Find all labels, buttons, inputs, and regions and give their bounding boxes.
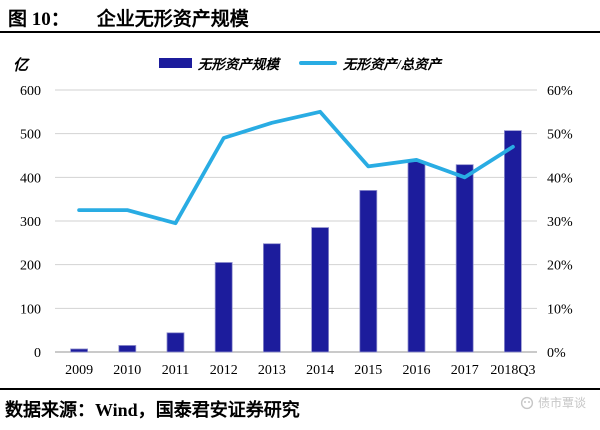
x-axis-tick-label: 2009 [65,363,93,378]
chart-legend: 无形资产规模 无形资产/总资产 [0,53,600,73]
right-axis-tick-label: 40% [547,171,573,186]
bar-2010 [118,345,137,353]
left-axis-tick-label: 0 [34,346,41,361]
right-axis-tick-label: 0% [547,346,566,361]
bar-2017 [455,164,474,353]
combo-chart-plot: 0 100 200 300 400 500 600 0% 10% 20% 30% 40% 50% 60% 2… [20,84,573,378]
bar-2016 [407,161,426,353]
figure-title: 企业无形资产规模 [96,9,249,30]
x-axis-tick-label: 2015 [354,363,382,378]
bar-2011 [166,332,185,353]
right-axis-tick-label: 50% [547,128,573,143]
right-axis-tick-label: 60% [547,84,573,99]
line-swatch-icon [298,61,337,65]
x-axis-tick-label: 2013 [258,363,286,378]
left-axis-tick-label: 400 [20,171,41,186]
legend-item-line-series: 无形资产/总资产 [298,53,442,73]
watermark-logo-icon [520,396,534,409]
legend-label: 无形资产/总资产 [342,57,442,72]
x-axis-tick-label: 2017 [451,363,479,378]
legend-item-bar-series: 无形资产规模 [158,53,279,73]
left-axis-unit: 亿 [13,58,29,74]
bar-swatch-icon [158,58,192,68]
bar-2012 [214,262,233,353]
left-axis-tick-label: 500 [20,128,41,143]
data-source-note: 数据来源：Wind，国泰君安证券研究 [5,400,300,420]
left-axis-tick-label: 100 [20,302,41,317]
right-axis-tick-label: 20% [547,259,573,274]
bar-2014 [311,227,330,353]
watermark: 债市覃谈 [520,394,586,411]
bar-2015 [359,190,378,353]
figure-header: 图 10： 企业无形资产规模 [8,4,249,31]
watermark-text: 债市覃谈 [537,396,586,410]
header-divider [0,31,600,33]
bar-2018Q3 [503,130,522,353]
right-axis-tick-label: 10% [547,302,573,317]
x-axis-tick-label: 2010 [113,363,141,378]
x-axis-tick-label: 2012 [210,363,238,378]
left-axis-tick-label: 600 [20,84,41,99]
legend-label: 无形资产规模 [197,57,279,72]
footer-divider [0,388,600,390]
left-axis-tick-label: 300 [20,215,41,230]
left-axis-tick-label: 200 [20,259,41,274]
ratio-line-series [77,109,515,226]
x-axis-tick-label: 2018Q3 [490,363,535,378]
figure-number: 图 10： [8,9,70,30]
bar-2013 [262,243,281,353]
bar-2009 [70,348,88,353]
x-axis-tick-label: 2011 [162,363,189,378]
right-axis-tick-label: 30% [547,215,573,230]
x-axis-tick-label: 2016 [403,363,431,378]
x-axis-tick-label: 2014 [306,363,334,378]
